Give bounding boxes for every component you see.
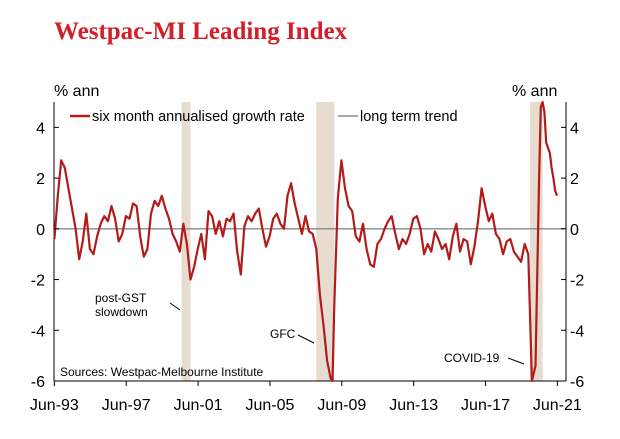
series-layer xyxy=(53,100,566,383)
legend-label-growth: six month annualised growth rate xyxy=(92,109,305,125)
y-axis-label-right: % ann xyxy=(512,83,557,100)
y-axis-label-left: % ann xyxy=(54,83,99,100)
annotation-pointer-covid xyxy=(507,357,525,365)
y-tick-label-left: 4 xyxy=(36,120,45,137)
source-note: Sources: Westpac-Melbourne Institute xyxy=(60,365,264,379)
chart-title: Westpac-MI Leading Index xyxy=(54,18,348,45)
x-tick-label: Jun-17 xyxy=(461,397,510,414)
tick-labels: -6 -6 -4 -4 -2 -2 0 0 2 2 4 4 Jun-93 Jun-97 Jun-01 Jun-… xyxy=(30,120,584,414)
y-tick-label-right: 2 xyxy=(570,171,579,188)
x-tick-label: Jun-93 xyxy=(30,397,79,414)
x-tick-label: Jun-21 xyxy=(533,397,582,414)
y-tick-label-left: 0 xyxy=(36,222,45,239)
y-tick-label-left: -4 xyxy=(31,323,45,340)
x-tick-label: Jun-13 xyxy=(389,397,438,414)
annotation-pointer-gst xyxy=(169,302,181,311)
y-tick-label-left: 2 xyxy=(36,171,45,188)
annotation-covid: COVID-19 xyxy=(444,351,500,365)
annotation-pointer-gfc xyxy=(297,334,315,344)
y-tick-label-right: -2 xyxy=(570,273,584,290)
x-tick-label: Jun-97 xyxy=(102,397,151,414)
y-tick-label-right: 0 xyxy=(570,222,579,239)
y-tick-label-right: 4 xyxy=(570,120,579,137)
x-tick-label: Jun-05 xyxy=(245,397,294,414)
x-tick-label: Jun-01 xyxy=(174,397,223,414)
legend-label-trend: long term trend xyxy=(360,109,458,125)
y-tick-label-right: -4 xyxy=(570,323,584,340)
series-line-six-month-growth xyxy=(53,100,559,383)
y-tick-label-left: -2 xyxy=(31,273,45,290)
y-tick-label-right: -6 xyxy=(570,374,584,391)
x-tick-label: Jun-09 xyxy=(317,397,366,414)
annotation-gfc: GFC xyxy=(270,327,296,341)
annotation-slowdown: slowdown xyxy=(95,305,148,319)
y-tick-label-left: -6 xyxy=(31,374,45,391)
axes xyxy=(53,102,567,382)
annotation-post-gst: post-GST xyxy=(95,291,147,305)
